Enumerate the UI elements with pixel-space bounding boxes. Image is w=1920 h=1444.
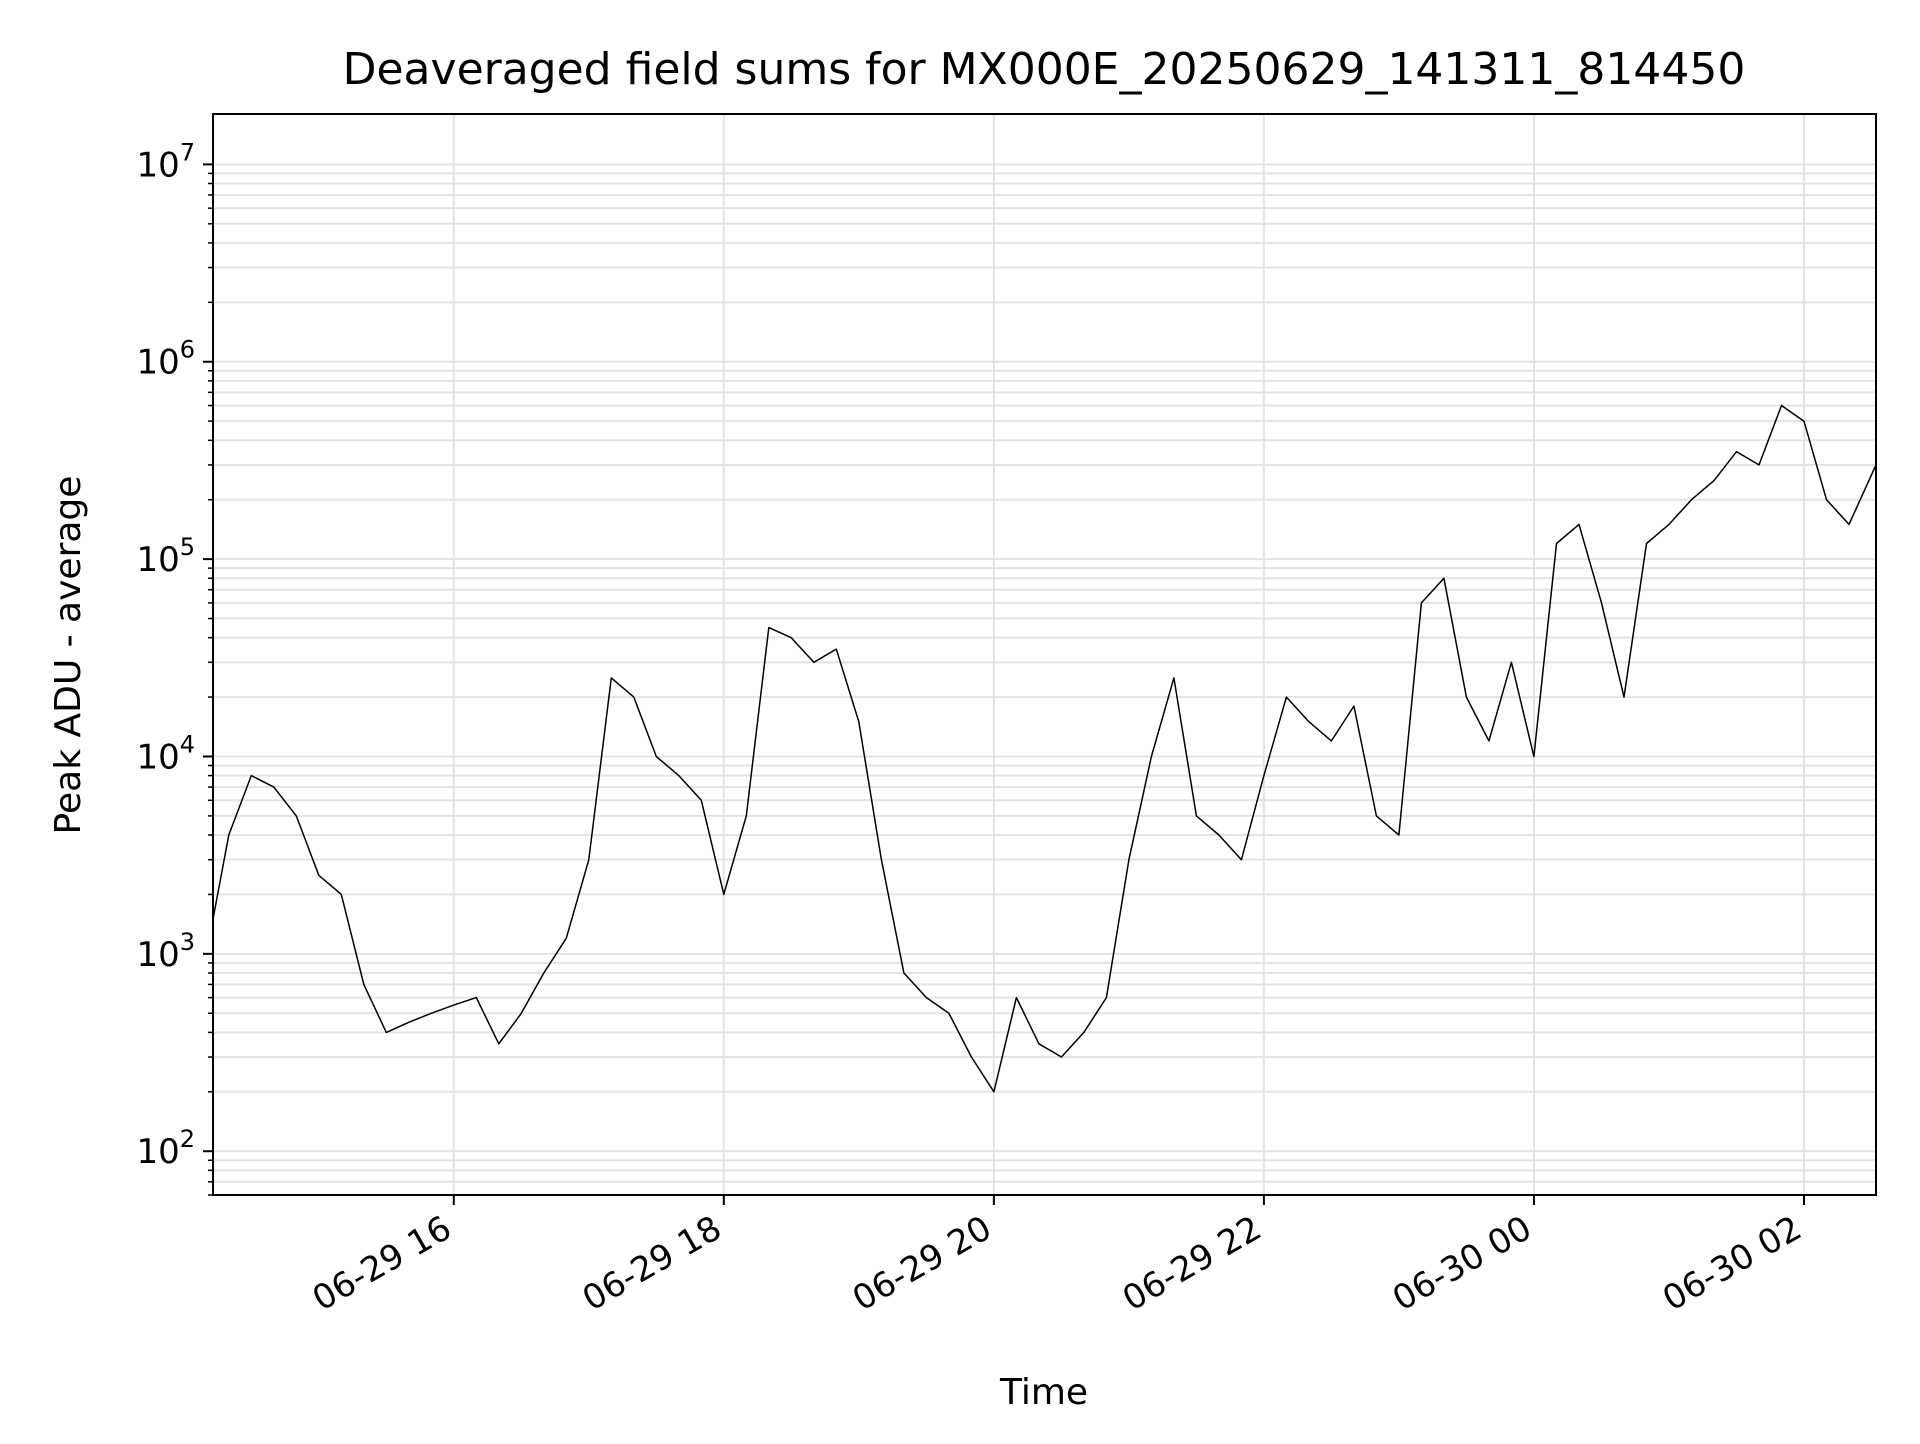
y-tick-label: 102 bbox=[136, 1125, 195, 1172]
y-tick-label: 105 bbox=[136, 533, 195, 580]
y-tick-label: 107 bbox=[136, 138, 195, 185]
x-axis-label: Time bbox=[999, 1372, 1088, 1413]
y-tick-label: 104 bbox=[136, 730, 195, 777]
grid-layer bbox=[213, 114, 1876, 1196]
y-tick-label: 103 bbox=[136, 928, 195, 975]
chart-title: Deaveraged field sums for MX000E_2025062… bbox=[343, 44, 1746, 95]
series-line bbox=[212, 404, 1877, 1093]
plot-frame bbox=[212, 113, 1877, 1196]
y-tick-label: 106 bbox=[136, 336, 195, 383]
line-layer bbox=[212, 404, 1877, 1093]
y-axis-label: Peak ADU - average bbox=[48, 476, 89, 835]
